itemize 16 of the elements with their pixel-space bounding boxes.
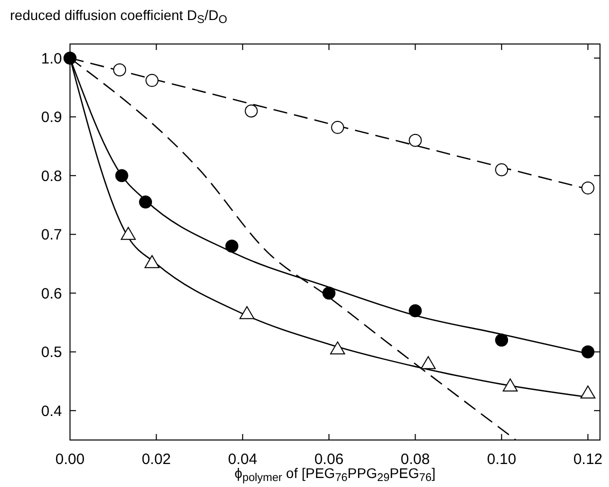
y-tick-label: 0.7 [41,226,62,244]
y-tick-label: 0.9 [41,109,62,126]
x-tick-label: 0.02 [142,451,171,468]
x-tick-label: 0.10 [486,451,516,468]
text: ϕ$_{polymer}$ of [PEG$_{76}$PPG$_{29}$PEG$_{76}$] [234,465,436,484]
x-tick-label: 0.12 [573,451,603,468]
x-tick-label: 0.06 [314,451,344,468]
y-tick-label: 0.5 [41,344,62,362]
x-tick-label: 0.00 [55,451,85,468]
x-tick-label: 0.08 [400,451,430,468]
y-tick-label: 1.0 [41,50,62,68]
y-axis-title: reduced diffusion coefficient D$_{S}$/D$_{O}$ [10,7,228,26]
y-tick-label: 0.8 [41,168,62,185]
x-tick-label: 0.04 [228,451,258,468]
y-tick-label: 0.6 [41,285,62,302]
y-tick-label: 0.4 [41,402,62,420]
